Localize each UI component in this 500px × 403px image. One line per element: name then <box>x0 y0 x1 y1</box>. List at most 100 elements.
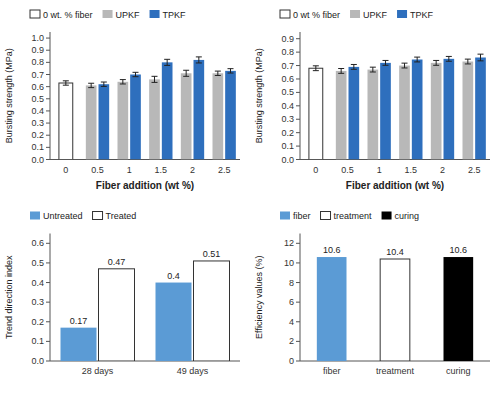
error-bar <box>446 56 452 61</box>
x-tick-label: 28 days <box>82 366 114 376</box>
x-tick-label: 1 <box>127 165 132 175</box>
y-tick-label: 0.0 <box>31 155 44 165</box>
y-tick-label: 0.3 <box>31 118 44 128</box>
legend-swatch <box>397 10 407 18</box>
error-bar <box>196 57 202 63</box>
legend-label: Untreated <box>43 211 83 221</box>
panel: 0.00.10.20.30.40.50.60.70.80.91.000.511.… <box>4 10 240 191</box>
y-tick-label: 0.6 <box>31 238 44 248</box>
y-tick <box>46 62 50 63</box>
y-tick-label: 0.4 <box>31 278 44 288</box>
y-tick <box>46 282 50 283</box>
y-tick-label: 0.7 <box>281 61 294 71</box>
bar <box>463 62 474 160</box>
error-bar <box>351 64 357 69</box>
y-tick <box>296 146 300 147</box>
x-axis-label: Fiber addition (wt %) <box>346 180 444 191</box>
y-tick-label: 1.0 <box>31 33 44 43</box>
x-tick-label: 1 <box>377 165 382 175</box>
bar <box>156 283 192 361</box>
y-tick <box>46 98 50 99</box>
x-tick-label: 2.5 <box>218 165 231 175</box>
legend-swatch <box>103 10 113 18</box>
error-bar <box>164 59 170 65</box>
error-bar <box>402 63 408 68</box>
bar <box>412 60 423 160</box>
legend-label: fiber <box>293 211 311 221</box>
y-tick-label: 8 <box>289 278 294 288</box>
y-tick <box>46 243 50 244</box>
legend-label: TPKF <box>163 10 187 20</box>
x-tick-label: 1.5 <box>405 165 418 175</box>
x-tick-label: 2 <box>190 165 195 175</box>
bar <box>99 84 110 159</box>
error-bar <box>133 72 139 76</box>
y-tick <box>296 243 300 244</box>
bar <box>99 269 135 361</box>
y-tick-label: 10 <box>284 258 294 268</box>
y-tick-label: 4 <box>289 317 294 327</box>
y-tick-label: 0.1 <box>31 142 44 152</box>
error-bar <box>313 66 319 71</box>
bar <box>475 58 486 160</box>
bar <box>86 85 97 159</box>
y-tick-label: 12 <box>284 238 294 248</box>
y-tick <box>46 123 50 124</box>
y-tick-label: 2 <box>289 336 294 346</box>
y-tick-label: 0.6 <box>281 74 294 84</box>
bar <box>336 71 347 160</box>
y-tick <box>296 38 300 39</box>
error-bar <box>101 82 107 86</box>
bar <box>444 257 474 361</box>
y-tick-label: 0.9 <box>281 34 294 44</box>
y-tick <box>296 341 300 342</box>
y-tick <box>46 110 50 111</box>
data-label: 10.4 <box>386 247 404 257</box>
legend-label: UPKF <box>363 10 388 20</box>
y-tick <box>296 159 300 160</box>
y-tick-label: 0.2 <box>281 128 294 138</box>
y-tick-label: 0.9 <box>31 45 44 55</box>
legend: 0 wt. % fiber UPKF TPKF <box>30 10 186 20</box>
bar <box>368 70 379 160</box>
legend-label: 0 wt % fiber <box>293 10 340 20</box>
bar <box>309 68 323 159</box>
legend-swatch <box>30 212 40 220</box>
bar <box>118 82 129 160</box>
error-bar <box>370 67 376 72</box>
y-tick <box>296 78 300 79</box>
x-tick-label: 2.5 <box>468 165 481 175</box>
bar <box>444 59 455 160</box>
y-tick-label: 0.0 <box>281 155 294 165</box>
x-tick-label: 0.5 <box>91 165 104 175</box>
legend-swatch <box>321 212 331 220</box>
error-bar <box>63 81 69 85</box>
bar <box>149 79 160 159</box>
legend-label: 0 wt. % fiber <box>43 10 93 20</box>
panel: 0.00.10.20.30.40.50.60.170.470.40.5128 d… <box>4 211 240 376</box>
x-tick-label: 0 <box>313 165 318 175</box>
y-tick <box>46 50 50 51</box>
legend-label: UPKF <box>116 10 141 20</box>
y-tick-label: 0.5 <box>31 94 44 104</box>
x-tick-label: 49 days <box>177 366 209 376</box>
y-tick <box>296 119 300 120</box>
y-tick <box>296 132 300 133</box>
error-bar <box>152 76 158 82</box>
x-tick-label: fiber <box>323 366 341 376</box>
bar <box>181 73 192 159</box>
y-tick <box>46 302 50 303</box>
data-label: 0.47 <box>108 257 126 267</box>
y-tick-label: 0.4 <box>281 101 294 111</box>
y-tick <box>296 262 300 263</box>
y-tick-label: 0.3 <box>281 114 294 124</box>
legend-swatch <box>350 10 360 18</box>
legend-swatch <box>93 212 103 220</box>
data-labels: 10.610.410.6 <box>323 245 467 257</box>
error-bar <box>478 54 484 61</box>
y-tick-label: 0.6 <box>31 82 44 92</box>
legend-swatch <box>382 212 392 220</box>
bar <box>61 328 97 361</box>
y-tick <box>296 321 300 322</box>
y-axis <box>300 234 301 362</box>
